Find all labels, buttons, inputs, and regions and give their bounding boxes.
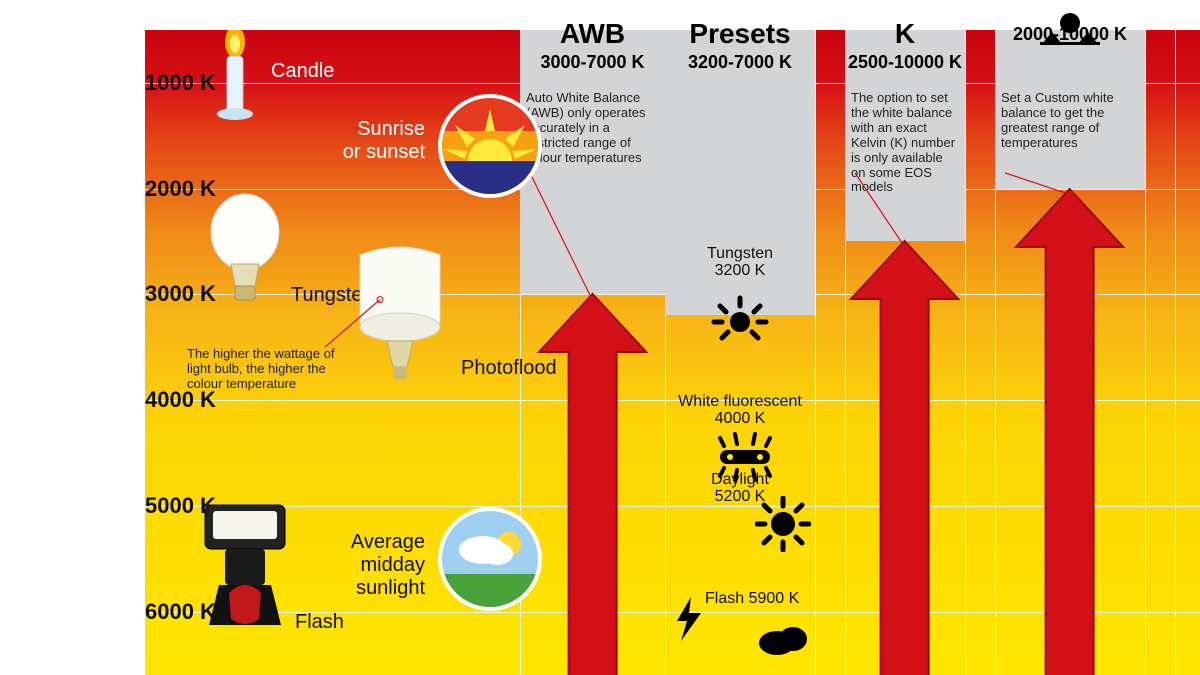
preset-daylight-icon [755, 496, 811, 557]
column-title: Presets [665, 20, 815, 48]
column-header-kcol: K 2500-10000 K [845, 20, 965, 73]
column-title: AWB [520, 20, 665, 48]
preset-tungsten-label: Tungsten 3200 K [665, 246, 815, 280]
preset-white-fluorescent-label: White fluorescent 4000 K [665, 394, 815, 428]
preset-flash-icon [671, 595, 707, 648]
custom-wb-icon [1040, 12, 1100, 51]
preset-cloudy-icon [755, 621, 811, 662]
column-range: 3000-7000 K [520, 52, 665, 73]
leader-line [145, 30, 1200, 675]
preset-tungsten-icon [710, 294, 770, 349]
temperature-chart: 1000 K2000 K3000 K4000 K5000 K6000 KAuto… [145, 30, 1200, 675]
column-title: K [845, 20, 965, 48]
column-header-presets: Presets 3200-7000 K [665, 20, 815, 73]
column-range: 3200-7000 K [665, 52, 815, 73]
column-range: 2500-10000 K [845, 52, 965, 73]
preset-flash-label: Flash 5900 K [705, 591, 855, 608]
column-header-awb: AWB 3000-7000 K [520, 20, 665, 73]
